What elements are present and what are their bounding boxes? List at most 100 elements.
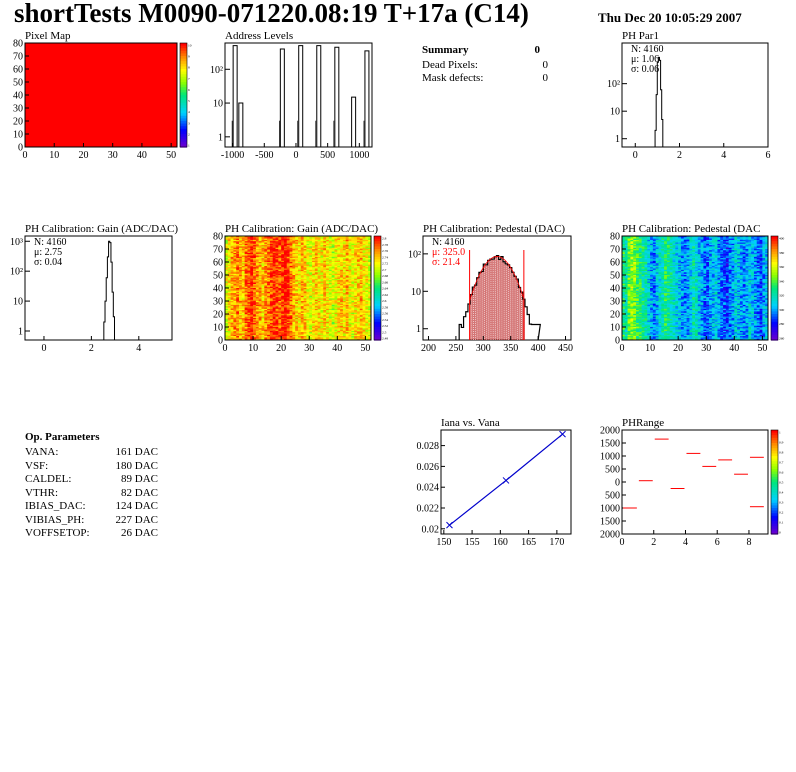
heatmap-cell [233,273,237,276]
heatmap-cell [295,252,299,255]
heatmap-cell [253,252,257,255]
x-tick-label: 50 [360,343,370,354]
heatmap-cell [300,310,304,312]
heatmap-cell [272,237,276,239]
heatmap-cell [295,243,299,246]
heatmap-cell [230,267,234,269]
heatmap-cell [627,333,631,336]
heatmap-cell [230,286,234,289]
heatmap-cell [309,308,313,311]
y-tick-label: 30 [213,297,223,308]
heatmap-cell [351,254,355,256]
heatmap-cell [356,316,361,319]
heatmap-cell [351,311,355,313]
heatmap-cell [258,255,262,258]
heatmap-cell [342,242,347,245]
heatmap-cell [225,275,229,277]
heatmap-cell [365,299,369,302]
heatmap-cell [255,281,259,284]
heatmap-cell [281,329,285,332]
heatmap-cell [267,303,271,306]
heatmap-cell [348,323,352,325]
colorbar-tick-label: 3 [188,121,190,125]
heatmap-cell [351,246,355,248]
heatmap-cell [351,320,355,323]
heatmap-cell [283,319,288,321]
heatmap-cell [317,256,321,259]
heatmap-cell [323,268,327,271]
heatmap-cell [317,310,321,312]
heatmap-cell [300,302,304,304]
heatmap-cell [331,303,335,306]
heatmap-cell [309,276,313,278]
heatmap-cell [356,332,361,334]
heatmap-cell [261,260,265,263]
heatmap-cell [244,256,248,259]
heatmap-cell [368,272,372,274]
heatmap-cell [230,307,234,310]
heatmap-cell [337,317,341,320]
heatmap-cell [298,259,302,261]
heatmap-cell [320,316,324,319]
heatmap-cell [264,249,268,251]
heatmap-cell [300,262,304,264]
heatmap-cell [300,259,304,261]
heatmap-cell [354,316,358,319]
heatmap-cell [264,272,268,274]
heatmap-cell [323,255,327,258]
heatmap-cell [241,251,245,254]
colorbar-segment [180,134,187,138]
heatmap-cell [354,277,358,280]
heatmap-cell [306,264,310,267]
heatmap-cell [264,337,268,339]
heatmap-cell [326,324,330,326]
heatmap-cell [303,249,307,251]
heatmap-cell [348,254,352,256]
heatmap-cell [250,242,254,245]
heatmap-cell [286,246,290,248]
heatmap-cell [320,271,324,273]
heatmap-cell [638,302,642,304]
y-tick-label: 50 [13,78,23,89]
heatmap-cell [298,260,302,263]
heatmap-cell [334,281,338,284]
heatmap-cell [306,323,310,325]
heatmap-cell [272,314,276,316]
heatmap-cell [348,291,352,294]
heatmap-cell [261,291,265,294]
heatmap-cell [253,303,257,306]
heatmap-cell [312,328,316,330]
heatmap-cell [340,307,344,310]
heatmap-cell [306,280,310,282]
heatmap-cell [624,246,628,248]
heatmap-cell [340,273,344,276]
heatmap-cell [317,264,321,267]
heatmap-cell [244,254,248,256]
heatmap-cell [292,251,296,254]
heatmap-cell [342,332,347,334]
chart-title-ph-pedestal-map: PH Calibration: Pedestal (DAC [622,223,761,235]
heatmap-cell [236,324,240,326]
heatmap-cell [356,246,361,248]
heatmap-cell [261,334,265,337]
heatmap-cell [230,327,234,329]
heatmap-cell [303,334,307,337]
x-tick-label: 2 [677,150,682,161]
heatmap-cell [255,334,259,337]
heatmap-cell [303,267,307,269]
heatmap-cell [295,317,299,320]
heatmap-cell [317,325,321,328]
heatmap-cell [348,268,352,271]
heatmap-cell [331,311,335,313]
heatmap-cell [281,278,285,281]
heatmap-cell [331,245,335,247]
heatmap-cell [303,310,307,312]
heatmap-cell [314,268,318,271]
heatmap-cell [342,316,347,319]
heatmap-cell [365,272,369,274]
heatmap-cell [342,314,347,316]
heatmap-cell [241,323,245,325]
histogram-peak [232,45,238,147]
heatmap-cell [633,277,637,280]
heatmap-cell [320,307,324,310]
